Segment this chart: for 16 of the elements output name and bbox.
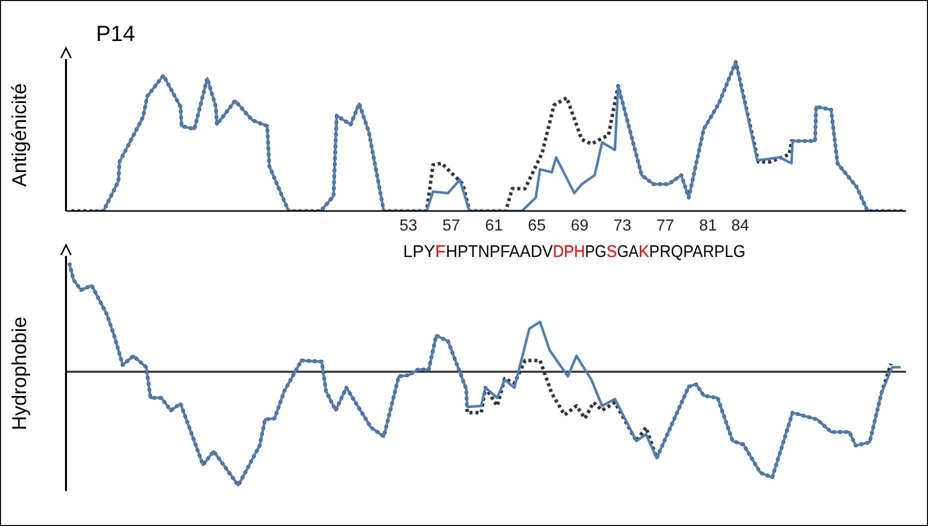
x-tick-label: 57 [442, 217, 460, 234]
text: F [435, 242, 446, 261]
x-tick-label: 61 [485, 217, 504, 234]
x-tick-label: 69 [570, 217, 589, 234]
text: K [638, 242, 650, 261]
y-axis-title: Antigénicité [9, 83, 32, 187]
x-tick-label: 65 [528, 217, 546, 234]
x-tick-label: 81 [699, 217, 718, 234]
text: PRQPARPLG [649, 242, 754, 261]
x-tick-label: 73 [614, 217, 632, 234]
x-tick-label: 53 [400, 217, 418, 234]
text: LPY [403, 242, 436, 261]
x-tick-label: 77 [656, 217, 674, 234]
x-tick-label: 84 [731, 217, 750, 234]
chart-title: P14 [96, 21, 136, 47]
y-axis-title: Hydrophobie [9, 316, 32, 430]
